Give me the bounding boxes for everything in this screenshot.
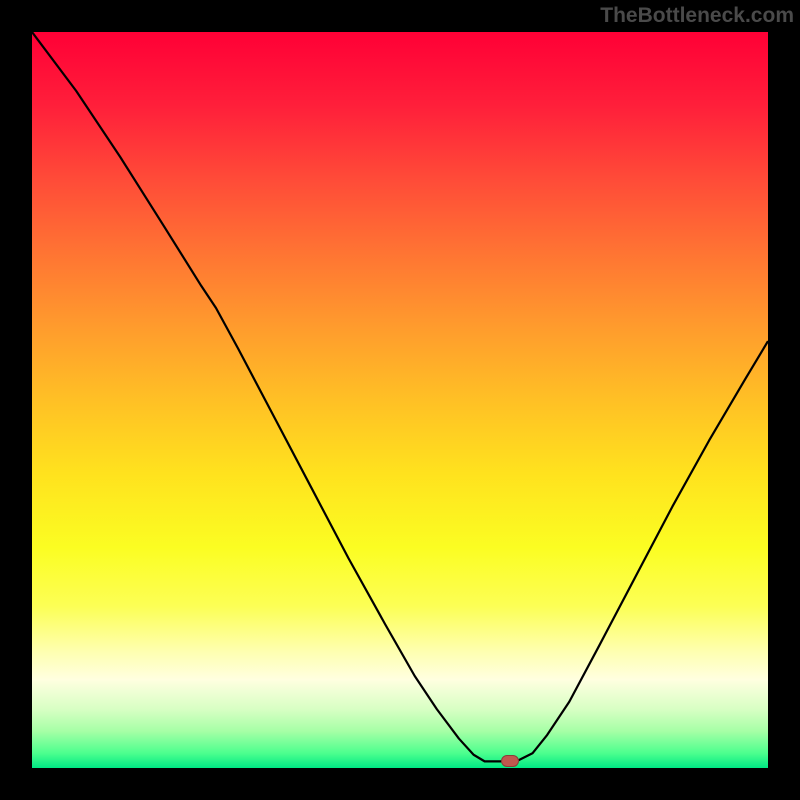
gradient-background <box>32 32 768 768</box>
watermark-text: TheBottleneck.com <box>600 4 794 28</box>
plot-area <box>32 32 768 768</box>
optimal-point-marker <box>501 755 519 767</box>
